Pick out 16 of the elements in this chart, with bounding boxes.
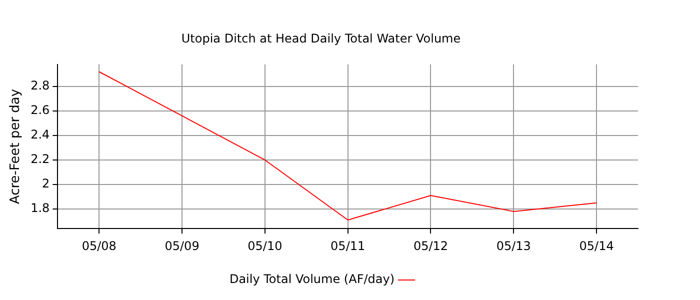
legend-label: Daily Total Volume (AF/day): [229, 272, 395, 286]
y-axis-title: Acre-Feet per day: [8, 88, 24, 204]
y-tick-label: 1.8: [30, 201, 50, 216]
x-tick-label: 05/10: [248, 238, 282, 253]
y-tick-label: 2.8: [30, 78, 50, 93]
x-tick-label: 05/11: [330, 238, 366, 253]
x-tick-label: 05/14: [579, 238, 614, 253]
y-tick-label: 2.2: [30, 152, 50, 166]
x-tick-label: 05/08: [82, 238, 116, 253]
x-tick-label: 05/12: [413, 238, 448, 253]
y-tick-label: 2.6: [30, 103, 50, 118]
chart-title: Utopia Ditch at Head Daily Total Water Volume: [181, 31, 461, 46]
x-tick-label: 05/13: [496, 238, 531, 253]
x-tick-label: 05/09: [164, 238, 200, 253]
y-tick-label: 2.4: [30, 128, 50, 142]
y-tick-label: 2: [42, 176, 50, 191]
